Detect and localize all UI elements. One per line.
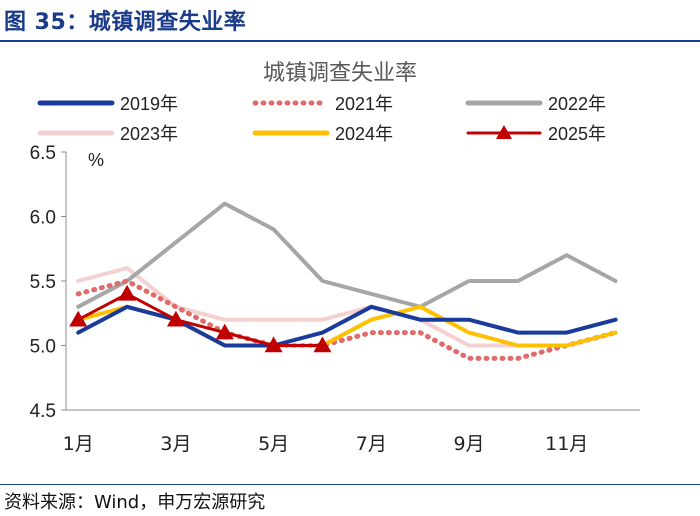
data-point-marker: [264, 336, 283, 353]
y-tick-label: 4.5: [30, 401, 56, 422]
legend-label: 2022年: [548, 94, 606, 114]
series-group: [69, 201, 619, 361]
legend-label: 2021年: [335, 94, 393, 114]
figure-title: 图 35：城镇调查失业率: [4, 10, 247, 35]
data-point-marker: [118, 284, 137, 301]
legend-label: 2023年: [120, 124, 178, 144]
x-tick-label: 3月: [160, 433, 191, 455]
data-point-marker: [313, 336, 332, 353]
legend-label: 2019年: [120, 94, 178, 114]
y-tick-label: 6.0: [30, 208, 56, 229]
legend: 2019年 2021年 2022年 2023年 2024年 2025年: [37, 94, 606, 144]
data-point-marker: [166, 310, 185, 327]
legend-label: 2025年: [548, 124, 606, 144]
y-tick-label: 5.0: [30, 337, 56, 358]
title-rule: [0, 40, 700, 42]
series-line-2022年: [76, 201, 618, 309]
legend-label: 2024年: [335, 124, 393, 144]
series-line-2025年: [76, 292, 324, 347]
y-axis-unit: %: [88, 150, 104, 170]
legend-marker: [496, 125, 512, 139]
series-line-2019年: [76, 304, 618, 348]
chart-title: 城镇调查失业率: [263, 61, 417, 86]
x-tick-label: 11月: [545, 433, 588, 455]
x-tick-label: 9月: [453, 433, 484, 455]
x-tick-label: 7月: [356, 433, 387, 455]
data-point-marker: [69, 310, 88, 327]
x-tick-label: 5月: [258, 433, 289, 455]
y-tick-label: 5.5: [30, 272, 56, 293]
axes: 6.5 6.0 5.5 5.0 4.5 1月 3月 5月 7月 9月 11月: [30, 143, 640, 455]
x-tick-label: 1月: [63, 433, 94, 455]
line-chart: 城镇调查失业率 2019年 2021年 2022年 2023年 2024年 2025年 6…: [30, 61, 640, 455]
series-line-2021年: [75, 278, 619, 361]
y-tick-label: 6.5: [30, 143, 56, 164]
source-note: 资料来源：Wind，申万宏源研究: [4, 492, 266, 513]
data-point-marker: [215, 323, 234, 340]
source-rule: [0, 484, 700, 485]
